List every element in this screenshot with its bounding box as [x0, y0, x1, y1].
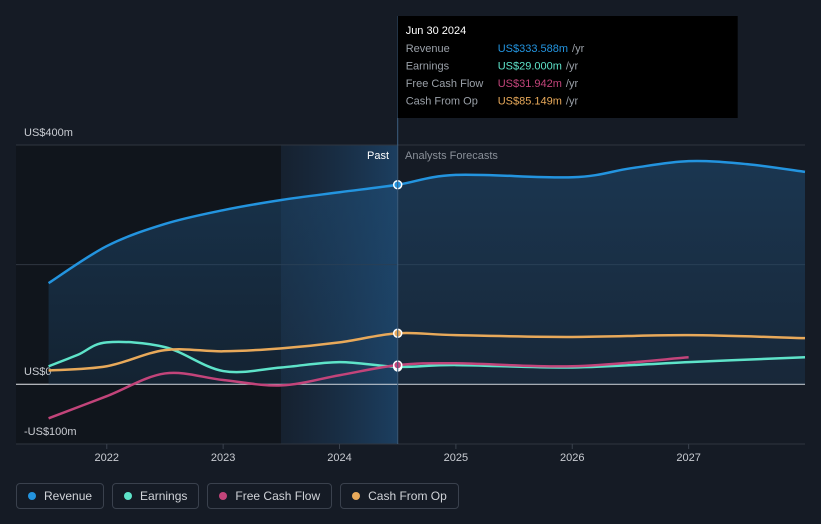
legend-item[interactable]: Cash From Op	[340, 483, 459, 509]
tooltip-value: US$85.149m	[498, 95, 562, 107]
x-tick-label: 2023	[211, 452, 235, 464]
x-tick-label: 2022	[95, 452, 119, 464]
revenue-area	[48, 160, 806, 385]
legend-label: Revenue	[44, 489, 93, 503]
tooltip-name: Revenue	[406, 43, 450, 55]
legend-swatch	[219, 492, 228, 500]
tooltip-unit: /yr	[572, 43, 585, 55]
forecast-label: Analysts Forecasts	[405, 150, 498, 162]
legend-item[interactable]: Free Cash Flow	[207, 483, 333, 509]
past-label: Past	[367, 150, 389, 162]
series-line	[48, 340, 806, 374]
tooltip-name: Earnings	[406, 60, 450, 72]
tooltip-box	[397, 16, 738, 118]
tooltip-value: US$29.000m	[498, 60, 562, 72]
legend-item[interactable]: Earnings	[112, 483, 200, 509]
y-tick-label: US$0	[24, 366, 52, 378]
legend-label: Earnings	[140, 489, 188, 503]
legend: Revenue Earnings Free Cash Flow Cash From O…	[16, 483, 459, 509]
series-line	[48, 331, 806, 372]
tooltip-name: Cash From Op	[406, 95, 478, 107]
legend-swatch	[352, 492, 361, 500]
legend-swatch	[124, 492, 133, 500]
tooltip-name: Free Cash Flow	[406, 78, 484, 90]
tooltip-unit: /yr	[566, 78, 579, 90]
x-tick-label: 2025	[444, 452, 468, 464]
x-tick-label: 2027	[676, 452, 700, 464]
legend-item[interactable]: Revenue	[16, 483, 105, 509]
legend-label: Cash From Op	[368, 489, 447, 503]
legend-label: Free Cash Flow	[235, 489, 321, 503]
tooltip-unit: /yr	[566, 60, 579, 72]
tooltip-title: Jun 30 2024	[406, 25, 467, 37]
series-line	[48, 356, 689, 420]
y-tick-label: -US$100m	[24, 426, 77, 438]
y-tick-label: US$400m	[24, 127, 73, 139]
legend-swatch	[28, 492, 36, 500]
x-tick-label: 2024	[327, 452, 351, 464]
tooltip-value: US$31.942m	[498, 78, 562, 90]
tooltip-unit: /yr	[566, 95, 579, 107]
x-tick-label: 2026	[560, 452, 584, 464]
tooltip-value: US$333.588m	[498, 43, 568, 55]
